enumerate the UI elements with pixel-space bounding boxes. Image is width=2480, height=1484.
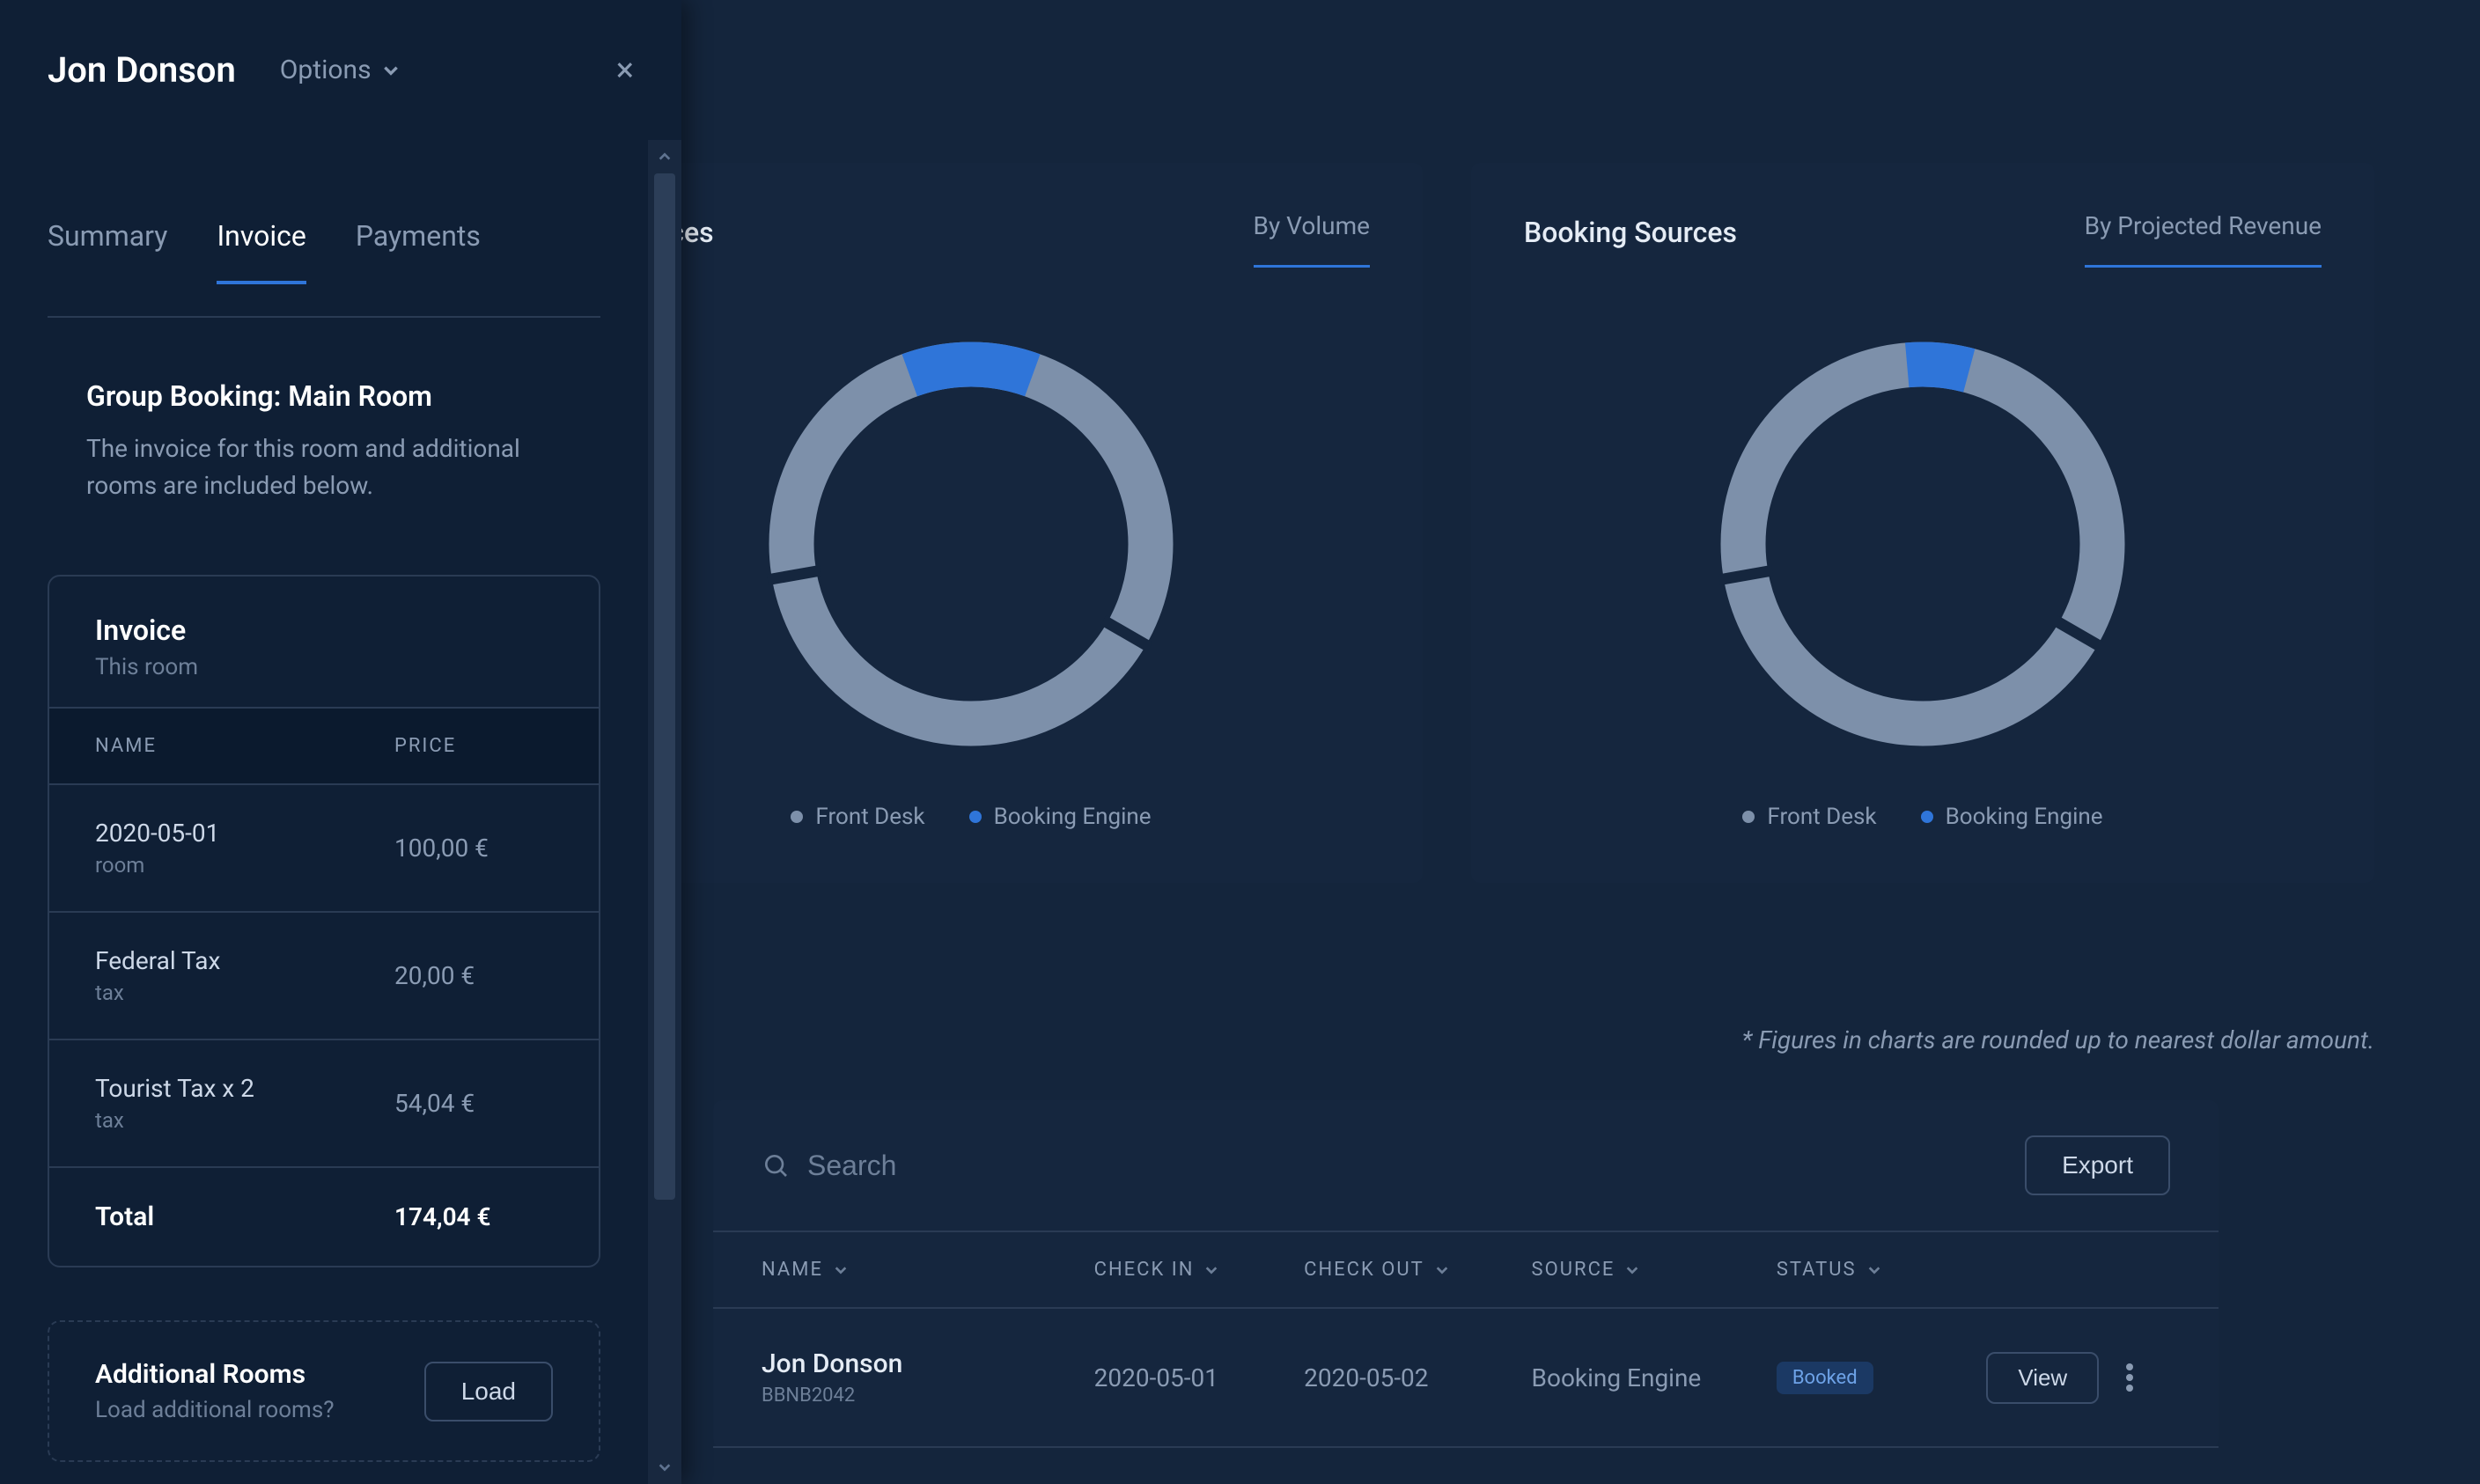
view-button[interactable]: View (1986, 1352, 2099, 1404)
invoice-total-row: Total 174,04 € (49, 1168, 599, 1266)
chevron-down-icon (382, 62, 400, 79)
export-button[interactable]: Export (2025, 1135, 2170, 1195)
table-row[interactable]: Jon Donson BBNB2042 2020-05-01 2020-05-0… (713, 1309, 2219, 1448)
inv-item-sub: room (95, 853, 394, 878)
row-source: Booking Engine (1532, 1363, 1777, 1392)
legend-item-booking-engine: Booking Engine (1921, 804, 2103, 830)
invoice-card-header: Invoice This room (49, 577, 599, 707)
legend-label: Booking Engine (1946, 804, 2103, 830)
legend-label: Front Desk (1767, 804, 1876, 830)
panel-tabs: Summary Invoice Payments (48, 140, 600, 318)
tab-summary[interactable]: Summary (48, 219, 167, 284)
panel-body: Summary Invoice Payments Group Booking: … (0, 140, 681, 1484)
chart-toggle-revenue[interactable]: By Projected Revenue (2085, 211, 2322, 268)
row-check-in: 2020-05-01 (1094, 1363, 1305, 1392)
additional-rooms-card: Additional Rooms Load additional rooms? … (48, 1320, 600, 1462)
table-toolbar: Export (713, 1100, 2219, 1231)
chart-legend: Front Desk Booking Engine (1524, 804, 2322, 830)
chevron-down-icon (834, 1263, 848, 1277)
group-booking-title: Group Booking: Main Room (86, 379, 562, 413)
additional-rooms-sub: Load additional rooms? (95, 1397, 398, 1423)
guest-detail-panel: Jon Donson Options × Summary Invoice Pay… (0, 0, 681, 1484)
legend-item-booking-engine: Booking Engine (969, 804, 1152, 830)
chevron-down-icon (1204, 1263, 1218, 1277)
th-name: Name (95, 735, 394, 757)
row-check-out: 2020-05-02 (1304, 1363, 1531, 1392)
charts-footnote: * Figures in charts are rounded up to ne… (1742, 1025, 2374, 1054)
inv-item-name: Tourist Tax x 2 (95, 1074, 394, 1103)
legend-dot (791, 811, 803, 823)
scrollbar-track[interactable] (648, 140, 681, 1484)
panel-header: Jon Donson Options × (0, 0, 681, 140)
scroll-down-icon[interactable] (648, 1451, 681, 1484)
scroll-up-icon[interactable] (648, 140, 681, 173)
chevron-down-icon (1435, 1263, 1449, 1277)
charts-row: ng Sources By Volume Front Desk (519, 163, 2374, 883)
load-button[interactable]: Load (424, 1362, 553, 1422)
donut-chart-revenue (1698, 320, 2147, 768)
donut-chart-volume (747, 320, 1196, 768)
tab-invoice[interactable]: Invoice (217, 219, 305, 284)
legend-item-front-desk: Front Desk (1742, 804, 1876, 830)
row-guest-name: Jon Donson (762, 1348, 1094, 1379)
inv-total-price: 174,04 € (394, 1202, 553, 1231)
invoice-card: Invoice This room Name Price 2020-05-01 … (48, 575, 600, 1267)
tab-payments[interactable]: Payments (356, 219, 481, 284)
invoice-row: 2020-05-01 room 100,00 € (49, 785, 599, 913)
guest-name: Jon Donson (48, 49, 236, 91)
chart-toggle-volume[interactable]: By Volume (1254, 211, 1370, 268)
inv-total-label: Total (95, 1201, 394, 1232)
inv-item-name: Federal Tax (95, 946, 394, 975)
th-source[interactable]: Source (1532, 1259, 1640, 1281)
additional-rooms-title: Additional Rooms (95, 1359, 398, 1390)
chart-legend: Front Desk Booking Engine (572, 804, 1370, 830)
legend-dot (1921, 811, 1933, 823)
panel-scroll-area: Summary Invoice Payments Group Booking: … (0, 140, 648, 1484)
status-badge: Booked (1777, 1362, 1873, 1394)
th-status[interactable]: Status (1777, 1259, 1881, 1281)
bookings-table-card: Export Name Check In Check Out Source St… (713, 1100, 2219, 1448)
chart-card-revenue: Booking Sources By Projected Revenue Fro… (1471, 163, 2374, 883)
scrollbar-thumb[interactable] (654, 173, 675, 1200)
inv-item-sub: tax (95, 981, 394, 1005)
legend-label: Booking Engine (994, 804, 1152, 830)
th-check-out[interactable]: Check Out (1304, 1259, 1449, 1281)
th-check-in[interactable]: Check In (1094, 1259, 1219, 1281)
invoice-row: Federal Tax tax 20,00 € (49, 913, 599, 1040)
inv-item-name: 2020-05-01 (95, 819, 394, 848)
more-icon[interactable] (2126, 1363, 2170, 1392)
row-ref: BBNB2042 (762, 1385, 1094, 1407)
inv-item-price: 100,00 € (394, 834, 553, 863)
chevron-down-icon (1625, 1263, 1639, 1277)
invoice-row: Tourist Tax x 2 tax 54,04 € (49, 1040, 599, 1168)
invoice-title: Invoice (95, 613, 553, 647)
legend-dot (969, 811, 982, 823)
options-dropdown[interactable]: Options (280, 55, 400, 85)
legend-item-front-desk: Front Desk (791, 804, 924, 830)
legend-label: Front Desk (815, 804, 924, 830)
table-header-row: Name Check In Check Out Source Status (713, 1231, 2219, 1309)
chevron-down-icon (1867, 1263, 1881, 1277)
search-icon (762, 1151, 790, 1179)
th-price: Price (394, 735, 553, 757)
search-wrap (762, 1150, 1998, 1182)
inv-item-price: 20,00 € (394, 961, 553, 990)
chart-title: ng Sources (572, 216, 1370, 249)
group-booking-desc: The invoice for this room and additional… (86, 430, 562, 504)
close-icon[interactable]: × (616, 51, 634, 90)
invoice-subtitle: This room (95, 654, 553, 680)
inv-item-price: 54,04 € (394, 1089, 553, 1118)
legend-dot (1742, 811, 1755, 823)
inv-item-sub: tax (95, 1108, 394, 1133)
search-input[interactable] (807, 1150, 1998, 1182)
th-name[interactable]: Name (762, 1259, 848, 1281)
invoice-th-row: Name Price (49, 707, 599, 785)
group-booking-block: Group Booking: Main Room The invoice for… (48, 318, 600, 504)
